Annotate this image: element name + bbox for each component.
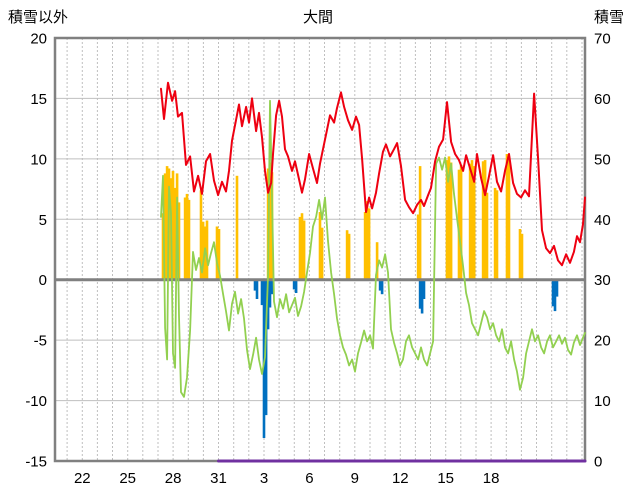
yellow-bar-series — [418, 166, 422, 280]
y-right-tick-label: 20 — [594, 333, 611, 350]
yellow-bar-series — [215, 226, 219, 280]
blue-bar-series — [551, 279, 555, 307]
blue-bar-series — [380, 279, 384, 295]
x-tick-label: 3 — [260, 470, 268, 487]
x-tick-label: 22 — [74, 470, 91, 487]
yellow-bar-series — [470, 160, 474, 280]
yellow-bar-series — [347, 233, 351, 280]
left-axis-title: 積雪以外 — [8, 9, 69, 26]
y-right-tick-label: 40 — [594, 212, 611, 229]
yellow-bar-series — [187, 199, 191, 280]
yellow-bar-series — [457, 169, 461, 280]
yellow-bar-series — [320, 227, 324, 280]
yellow-bar-series — [363, 212, 367, 280]
yellow-bar-series — [416, 214, 420, 280]
yellow-bar-series — [447, 156, 451, 280]
blue-bar-series — [422, 279, 426, 299]
green-line-series — [160, 99, 586, 398]
blue-bar-series — [378, 279, 382, 291]
y-left-tick-label: -5 — [34, 333, 47, 350]
yellow-bar-series — [472, 166, 476, 280]
yellow-bar-series — [493, 187, 497, 280]
blue-bar-series — [292, 279, 296, 290]
blue-bar-series — [253, 279, 257, 291]
y-right-tick-label: 10 — [594, 393, 611, 410]
x-tick-label: 18 — [483, 470, 500, 487]
y-left-tick-label: -10 — [25, 393, 47, 410]
yellow-bar-series — [445, 160, 449, 280]
x-tick-label: 31 — [210, 470, 227, 487]
yellow-bar-series — [365, 201, 369, 280]
blue-bar-series — [553, 279, 557, 312]
y-left-tick-label: 15 — [30, 91, 47, 108]
yellow-bar-series — [520, 233, 524, 280]
yellow-bar-series — [217, 229, 221, 280]
y-right-tick-label: 30 — [594, 272, 611, 289]
y-left-tick-label: 10 — [30, 151, 47, 168]
x-tick-label: 12 — [392, 470, 409, 487]
x-tick-label: 28 — [165, 470, 182, 487]
yellow-bar-series — [468, 163, 472, 280]
yellow-bar-series — [173, 187, 177, 280]
blue-bar-series — [418, 279, 422, 309]
blue-bar-series — [260, 279, 264, 306]
yellow-bar-series — [235, 175, 239, 280]
y-right-tick-label: 70 — [594, 31, 611, 48]
x-tick-label: 25 — [119, 470, 136, 487]
y-left-tick-label: 20 — [30, 31, 47, 48]
yellow-bar-series — [459, 164, 463, 280]
blue-bar-series — [270, 279, 274, 295]
right-axis-title: 積雪 — [593, 9, 624, 26]
y-left-tick-label: 5 — [39, 212, 47, 229]
y-right-tick-label: 60 — [594, 91, 611, 108]
x-tick-label: 9 — [351, 470, 359, 487]
chart-title: 大間 — [302, 9, 333, 26]
yellow-bar-series — [485, 192, 489, 280]
yellow-bar-series — [449, 162, 453, 280]
x-tick-label: 15 — [437, 470, 454, 487]
yellow-bar-series — [165, 166, 169, 280]
blue-bar-series — [255, 279, 259, 299]
blue-bar-series — [420, 279, 424, 314]
x-tick-label: 6 — [305, 470, 313, 487]
yellow-bar-series — [177, 202, 181, 280]
blue-bar-series — [268, 279, 272, 308]
yellow-bar-series — [345, 230, 349, 280]
blue-bar-series — [294, 279, 298, 293]
yellow-bar-series — [268, 162, 272, 280]
blue-bar-series — [555, 279, 559, 297]
yellow-bar-series — [171, 170, 175, 280]
yellow-bar-series — [201, 221, 205, 280]
yellow-bar-series — [163, 173, 167, 280]
yellow-bar-series — [185, 193, 189, 280]
yellow-bar-series — [481, 161, 485, 280]
yellow-bar-series — [505, 154, 509, 280]
y-right-tick-label: 0 — [594, 454, 602, 471]
yellow-bar-series — [507, 156, 511, 280]
y-left-tick-label: 0 — [39, 272, 47, 289]
yellow-bar-series — [205, 220, 209, 280]
red-line-series — [160, 81, 586, 267]
yellow-bar-series — [367, 208, 371, 280]
yellow-bar-series — [298, 216, 302, 280]
yellow-bar-series — [318, 212, 322, 280]
yellow-bar-series — [199, 190, 203, 280]
yellow-bar-series — [375, 242, 379, 280]
yellow-bar-series — [161, 213, 165, 280]
yellow-bar-series — [300, 213, 304, 280]
blue-bar-series — [266, 279, 270, 330]
y-left-tick-label: -15 — [25, 454, 47, 471]
yellow-bar-series — [495, 190, 499, 280]
yellow-bar-series — [302, 220, 306, 280]
yellow-bar-series — [518, 229, 522, 280]
y-right-tick-label: 50 — [594, 151, 611, 168]
yellow-bar-series — [483, 160, 487, 280]
yellow-bar-series — [183, 197, 187, 280]
